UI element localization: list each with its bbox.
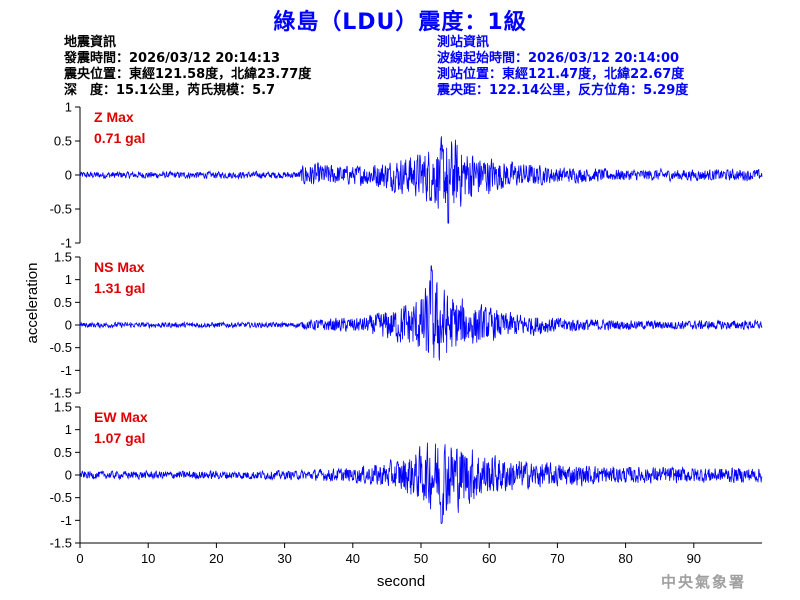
- chart-title: 綠島（LDU）震度：1級: [273, 10, 527, 35]
- station-location: 測站位置：東經121.47度，北緯22.67度: [437, 67, 685, 82]
- epicentral-distance: 震央距：122.14公里，反方位角：5.29度: [437, 83, 689, 98]
- waveform-EW: [79, 442, 763, 524]
- y-tick-label-EW: -1: [60, 513, 72, 528]
- wave-start-time: 波線起始時間：2026/03/12 20:14:00: [437, 51, 680, 66]
- quake-info-block: 地震資訊 發震時間：2026/03/12 20:14:13 震央位置：東經121…: [64, 35, 311, 99]
- agency-watermark: 中央氣象署: [660, 573, 746, 591]
- x-tick-label: 50: [414, 551, 428, 566]
- y-tick-label-NS: 1.5: [54, 250, 72, 265]
- station-info-heading: 測站資訊: [437, 35, 490, 50]
- y-tick-label-Z: 0: [65, 168, 72, 183]
- x-tick-label: 60: [482, 551, 496, 566]
- waveform-Z: [79, 136, 763, 224]
- y-tick-label-EW: 0.5: [54, 445, 72, 460]
- x-axis-title: second: [377, 573, 425, 590]
- panel-peak-NS: 1.31 gal: [94, 280, 145, 296]
- x-tick-label: 10: [141, 551, 155, 566]
- x-tick-label: 70: [550, 551, 564, 566]
- x-tick-label: 0: [76, 551, 83, 566]
- y-tick-label-Z: 1: [65, 100, 72, 115]
- x-tick-label: 90: [687, 551, 701, 566]
- y-tick-label-EW: 1.5: [54, 400, 72, 415]
- y-tick-label-EW: -1.5: [50, 536, 72, 551]
- epicenter-location: 震央位置：東經121.58度，北緯23.77度: [64, 67, 312, 82]
- y-tick-label-EW: 1: [65, 422, 72, 437]
- panel-name-EW: EW Max: [94, 409, 148, 425]
- y-tick-label-NS: 0: [65, 318, 72, 333]
- panel-peak-Z: 0.71 gal: [94, 130, 145, 146]
- y-tick-label-EW: 0: [65, 468, 72, 483]
- y-tick-label-Z: -1: [60, 236, 72, 251]
- station-info-block: 測站資訊 波線起始時間：2026/03/12 20:14:00 測站位置：東經1…: [437, 35, 688, 99]
- x-tick-label: 80: [618, 551, 632, 566]
- y-tick-label-NS: 1: [65, 272, 72, 287]
- x-tick-label: 20: [209, 551, 223, 566]
- y-tick-label-Z: -0.5: [50, 202, 72, 217]
- depth-magnitude: 深 度：15.1公里，芮氏規模：5.7: [64, 83, 276, 98]
- y-tick-label-NS: -0.5: [50, 340, 72, 355]
- x-tick-label: 30: [277, 551, 291, 566]
- y-tick-label-NS: -1.5: [50, 386, 72, 401]
- quake-info-heading: 地震資訊: [64, 35, 117, 50]
- origin-time: 發震時間：2026/03/12 20:14:13: [64, 51, 281, 66]
- y-tick-label-NS: -1: [60, 363, 72, 378]
- y-tick-label-Z: 0.5: [54, 134, 72, 149]
- y-axis-title: acceleration: [24, 263, 41, 344]
- panel-name-NS: NS Max: [94, 259, 145, 275]
- y-tick-label-EW: -0.5: [50, 490, 72, 505]
- x-tick-label: 40: [346, 551, 360, 566]
- panel-peak-EW: 1.07 gal: [94, 430, 145, 446]
- panel-name-Z: Z Max: [94, 109, 134, 125]
- y-tick-label-NS: 0.5: [54, 295, 72, 310]
- waveform-NS: [79, 265, 763, 361]
